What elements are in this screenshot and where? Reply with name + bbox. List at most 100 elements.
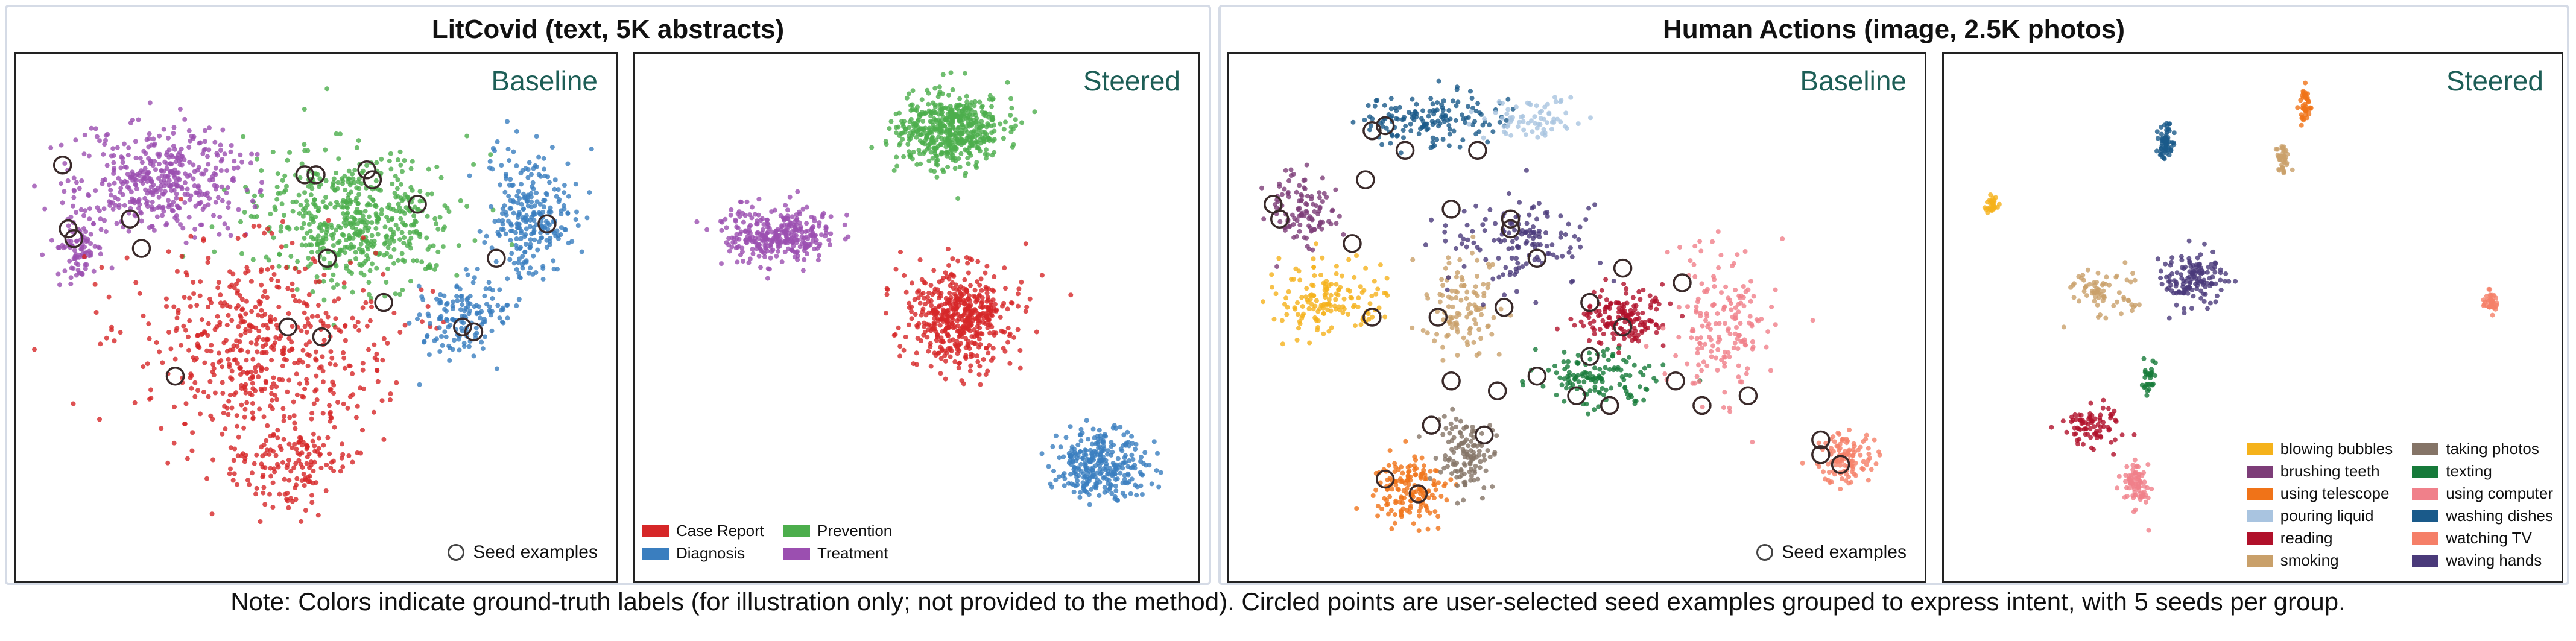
data-point	[1510, 115, 1515, 120]
data-point	[961, 381, 966, 387]
data-point	[139, 160, 145, 165]
data-point	[1158, 470, 1163, 475]
data-point	[262, 289, 268, 294]
data-point	[306, 221, 312, 227]
data-point	[399, 230, 405, 235]
data-point	[185, 273, 190, 278]
data-point	[493, 259, 499, 264]
data-point	[999, 328, 1004, 333]
data-point	[1515, 244, 1521, 250]
data-point	[1142, 450, 1148, 455]
data-point	[1523, 132, 1528, 137]
data-point	[908, 103, 914, 108]
data-point	[1306, 306, 1312, 311]
data-point	[299, 242, 305, 248]
data-point	[139, 218, 144, 224]
data-point	[1304, 162, 1309, 168]
data-point	[1446, 255, 1451, 261]
data-point	[277, 191, 283, 196]
data-point	[1512, 227, 1517, 233]
data-point	[314, 387, 319, 393]
data-point	[320, 368, 326, 374]
data-point	[979, 332, 985, 337]
data-point	[749, 215, 755, 221]
data-point	[125, 153, 131, 158]
data-point	[239, 159, 245, 165]
data-point	[1414, 101, 1419, 107]
data-point	[955, 137, 960, 142]
data-point	[171, 304, 177, 309]
data-point	[973, 341, 978, 346]
data-point	[735, 211, 741, 216]
data-point	[913, 312, 918, 317]
data-point	[1723, 321, 1727, 326]
data-point	[1551, 252, 1556, 257]
data-point	[991, 330, 996, 335]
data-point	[1430, 101, 1435, 107]
data-point	[694, 219, 700, 224]
data-point	[1621, 305, 1627, 310]
data-point	[931, 308, 936, 313]
data-point	[397, 330, 403, 335]
data-point	[341, 355, 347, 361]
data-point	[360, 305, 366, 311]
data-point	[1122, 455, 1127, 461]
data-point	[1461, 116, 1466, 122]
data-point	[445, 318, 450, 323]
data-point	[901, 347, 907, 353]
data-point	[1533, 300, 1539, 305]
data-point	[1311, 293, 1316, 298]
data-point	[926, 290, 932, 295]
data-point	[1496, 237, 1501, 242]
data-point	[122, 164, 128, 169]
data-point	[252, 193, 257, 198]
data-point	[1384, 125, 1389, 131]
data-point	[1013, 117, 1018, 122]
data-point	[345, 205, 350, 210]
data-point	[1309, 217, 1315, 223]
data-point	[1591, 318, 1597, 324]
data-point	[276, 264, 282, 269]
data-point	[463, 267, 469, 272]
data-point	[172, 167, 177, 172]
data-point	[454, 283, 460, 289]
data-point	[248, 340, 254, 346]
data-point	[278, 229, 283, 234]
data-point	[148, 184, 154, 189]
data-point	[502, 203, 507, 209]
data-point	[1473, 304, 1479, 309]
data-point	[812, 246, 817, 251]
data-point	[316, 206, 321, 211]
data-point	[281, 437, 286, 442]
data-point	[396, 201, 401, 207]
data-point	[355, 320, 361, 325]
data-point	[71, 256, 77, 261]
data-point	[984, 147, 989, 153]
data-point	[782, 249, 788, 254]
data-point	[903, 335, 908, 339]
seed-example-marker	[306, 165, 326, 185]
data-point	[953, 131, 958, 136]
data-point	[1756, 318, 1761, 324]
data-point	[455, 298, 460, 303]
data-point	[261, 473, 266, 478]
data-point	[979, 103, 985, 109]
data-point	[718, 218, 723, 224]
data-point	[177, 206, 182, 211]
data-point	[265, 226, 270, 232]
data-point	[420, 297, 426, 302]
data-point	[965, 156, 970, 161]
data-point	[1285, 191, 1291, 197]
litcovid-steered-scatter	[694, 70, 1163, 507]
data-point	[235, 482, 239, 487]
data-point	[192, 169, 197, 174]
data-point	[226, 399, 232, 404]
data-point	[400, 169, 405, 174]
data-point	[143, 151, 148, 156]
data-point	[363, 300, 369, 305]
data-point	[450, 317, 455, 322]
data-point	[1525, 121, 1531, 126]
data-point	[497, 287, 502, 292]
data-point	[402, 210, 408, 216]
data-point	[1600, 386, 1605, 391]
